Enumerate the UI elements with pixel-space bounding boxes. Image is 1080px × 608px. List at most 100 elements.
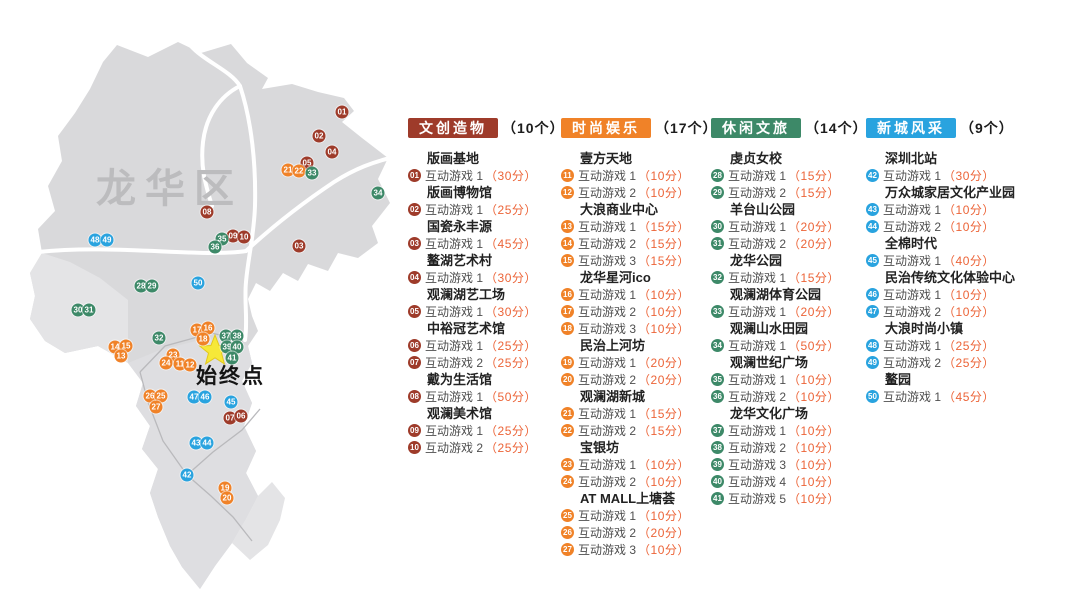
district-shape xyxy=(30,42,390,589)
road xyxy=(36,247,248,256)
map-marker-36[interactable]: 36 xyxy=(208,240,222,254)
venue-name: 鳌湖艺术村 xyxy=(427,253,493,268)
game-number-badge: 15 xyxy=(561,254,574,267)
game-duration: （30分） xyxy=(485,169,537,183)
game-number-badge: 21 xyxy=(561,407,574,420)
game-duration: （10分） xyxy=(788,475,840,489)
venue-name: 大浪商业中心 xyxy=(580,202,659,217)
game-label: 互动游戏 1 xyxy=(425,271,484,285)
game-number-badge: 23 xyxy=(561,458,574,471)
map-marker-11[interactable]: 11 xyxy=(173,357,187,371)
game-row: 30 互动游戏 1 （20分） xyxy=(711,218,865,235)
map-marker-10[interactable]: 10 xyxy=(237,230,251,244)
map-marker-06[interactable]: 06 xyxy=(234,409,248,423)
district-map: 龙华区 始终点 01 02 04 05 21 22 33 34 08 09 10 35 36 03 48 49… xyxy=(0,0,420,608)
map-marker-04[interactable]: 04 xyxy=(325,145,339,159)
game-row: 47 互动游戏 2 （10分） xyxy=(866,303,1078,320)
map-marker-41[interactable]: 41 xyxy=(225,351,239,365)
game-duration: （50分） xyxy=(485,390,537,404)
map-marker-34[interactable]: 34 xyxy=(371,186,385,200)
map-marker-21[interactable]: 21 xyxy=(281,163,295,177)
map-marker-28[interactable]: 28 xyxy=(134,279,148,293)
map-marker-27[interactable]: 27 xyxy=(149,400,163,414)
map-marker-15[interactable]: 15 xyxy=(119,339,133,353)
game-label: 互动游戏 1 xyxy=(578,458,637,472)
map-marker-03[interactable]: 03 xyxy=(292,239,306,253)
map-marker-13[interactable]: 13 xyxy=(114,349,128,363)
game-duration: （50分） xyxy=(788,339,840,353)
game-number-badge: 26 xyxy=(561,526,574,539)
game-number-badge: 50 xyxy=(866,390,879,403)
map-marker-49[interactable]: 49 xyxy=(100,233,114,247)
map-marker-33[interactable]: 33 xyxy=(305,166,319,180)
map-marker-44[interactable]: 44 xyxy=(200,436,214,450)
map-marker-09[interactable]: 09 xyxy=(226,229,240,243)
map-marker-08[interactable]: 08 xyxy=(200,205,214,219)
game-label: 互动游戏 1 xyxy=(425,390,484,404)
game-row: 32 互动游戏 1 （15分） xyxy=(711,269,865,286)
game-number-badge: 32 xyxy=(711,271,724,284)
map-marker-31[interactable]: 31 xyxy=(82,303,96,317)
game-duration: （30分） xyxy=(485,271,537,285)
venue-name: 观澜世纪广场 xyxy=(730,355,809,370)
game-duration: （10分） xyxy=(638,169,690,183)
game-number-badge: 41 xyxy=(711,492,724,505)
map-marker-20[interactable]: 20 xyxy=(220,491,234,505)
venue-name: 中裕冠艺术馆 xyxy=(427,321,506,336)
map-marker-46[interactable]: 46 xyxy=(198,390,212,404)
map-marker-42[interactable]: 42 xyxy=(180,468,194,482)
map-marker-32[interactable]: 32 xyxy=(152,331,166,345)
game-row: 31 互动游戏 2 （20分） xyxy=(711,235,865,252)
map-marker-43[interactable]: 43 xyxy=(189,436,203,450)
game-row: 06 互动游戏 1 （25分） xyxy=(408,337,560,354)
game-row: 40 互动游戏 4 （10分） xyxy=(711,473,865,490)
map-marker-18[interactable]: 18 xyxy=(196,332,210,346)
venue-name: 国瓷永丰源 xyxy=(427,219,493,234)
game-duration: （10分） xyxy=(788,424,840,438)
game-duration: （10分） xyxy=(638,458,690,472)
map-marker-24[interactable]: 24 xyxy=(159,356,173,370)
map-marker-19[interactable]: 19 xyxy=(218,481,232,495)
map-marker-29[interactable]: 29 xyxy=(145,279,159,293)
map-marker-22[interactable]: 22 xyxy=(292,164,306,178)
game-duration: （10分） xyxy=(638,305,690,319)
map-marker-25[interactable]: 25 xyxy=(154,389,168,403)
game-duration: （45分） xyxy=(485,237,537,251)
map-marker-45[interactable]: 45 xyxy=(224,395,238,409)
map-marker-38[interactable]: 38 xyxy=(230,329,244,343)
map-marker-01[interactable]: 01 xyxy=(335,105,349,119)
game-label: 互动游戏 1 xyxy=(425,339,484,353)
game-row: 34 互动游戏 1 （50分） xyxy=(711,337,865,354)
game-label: 互动游戏 1 xyxy=(425,305,484,319)
map-marker-02[interactable]: 02 xyxy=(312,129,326,143)
game-duration: （10分） xyxy=(788,390,840,404)
map-marker-50[interactable]: 50 xyxy=(191,276,205,290)
game-label: 互动游戏 1 xyxy=(728,373,787,387)
game-row: 25 互动游戏 1 （10分） xyxy=(561,507,710,524)
map-marker-07[interactable]: 07 xyxy=(223,411,237,425)
map-marker-12[interactable]: 12 xyxy=(183,358,197,372)
category-header: 时尚娱乐 （17个） xyxy=(561,117,717,139)
road xyxy=(200,84,242,208)
map-marker-30[interactable]: 30 xyxy=(71,303,85,317)
category-count: （9个） xyxy=(960,120,1014,136)
map-marker-37[interactable]: 37 xyxy=(219,329,233,343)
map-marker-26[interactable]: 26 xyxy=(143,389,157,403)
game-number-badge: 27 xyxy=(561,543,574,556)
game-row: 13 互动游戏 1 （15分） xyxy=(561,218,710,235)
map-marker-39[interactable]: 39 xyxy=(220,340,234,354)
game-row: 03 互动游戏 1 （45分） xyxy=(408,235,560,252)
map-marker-16[interactable]: 16 xyxy=(201,321,215,335)
map-marker-40[interactable]: 40 xyxy=(230,340,244,354)
game-row: 33 互动游戏 1 （20分） xyxy=(711,303,865,320)
game-row: 10 互动游戏 2 （25分） xyxy=(408,439,560,456)
map-marker-47[interactable]: 47 xyxy=(187,390,201,404)
game-duration: （20分） xyxy=(788,237,840,251)
venue-name: 戴为生活馆 xyxy=(427,372,493,387)
game-label: 互动游戏 1 xyxy=(883,339,942,353)
map-marker-48[interactable]: 48 xyxy=(88,233,102,247)
game-row: 24 互动游戏 2 （10分） xyxy=(561,473,710,490)
game-duration: （40分） xyxy=(943,254,995,268)
game-label: 互动游戏 1 xyxy=(578,288,637,302)
game-label: 互动游戏 2 xyxy=(728,390,787,404)
